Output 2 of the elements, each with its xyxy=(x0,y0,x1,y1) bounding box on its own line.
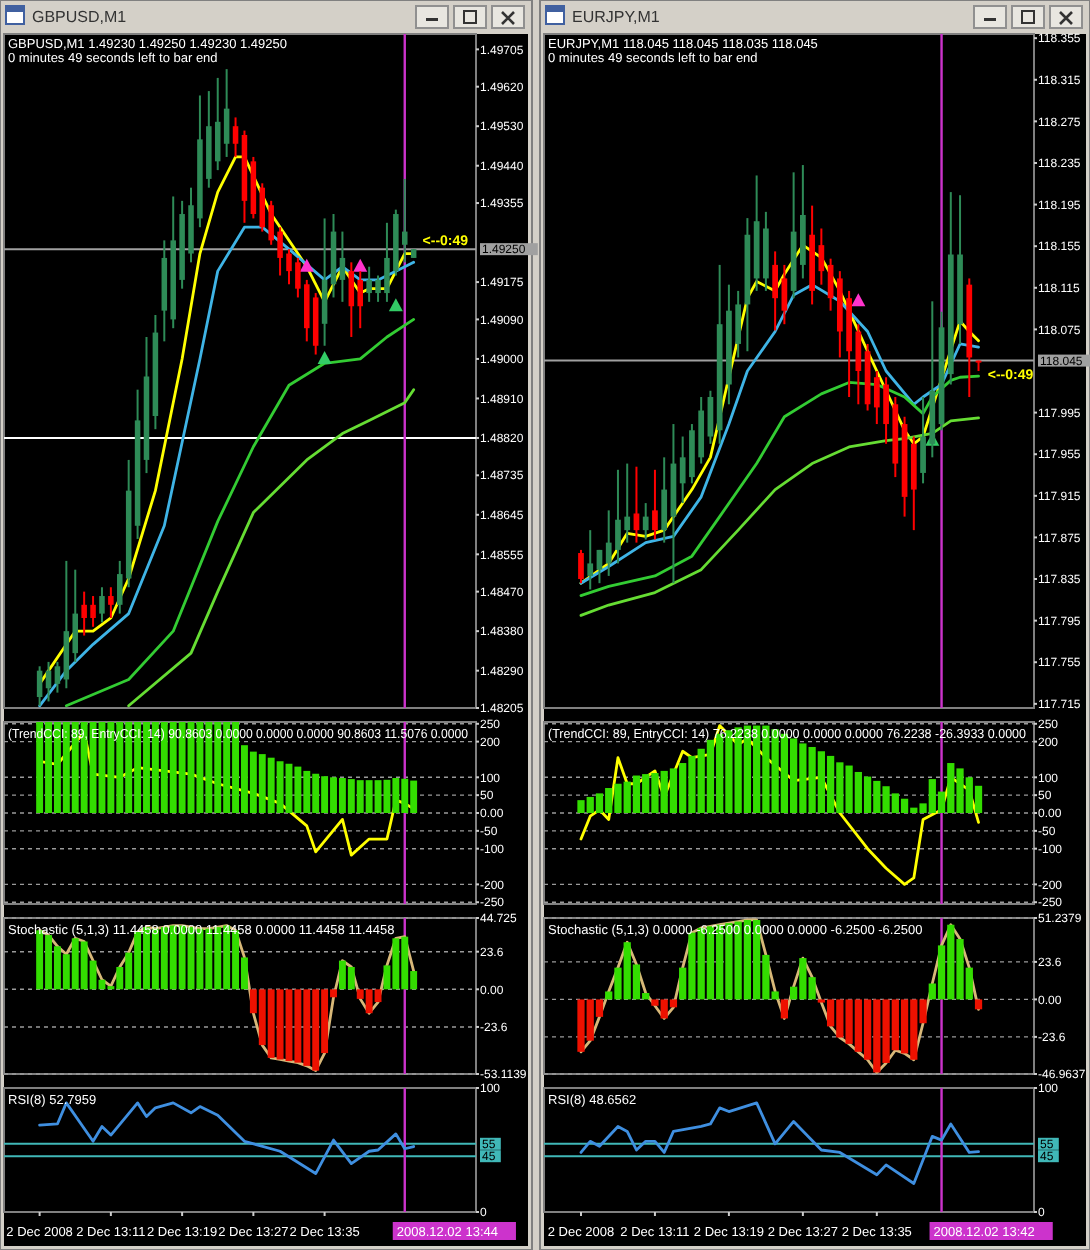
chart-title: EURJPY,M1 xyxy=(572,8,661,26)
chart-title: GBPUSD,M1 xyxy=(32,8,128,26)
